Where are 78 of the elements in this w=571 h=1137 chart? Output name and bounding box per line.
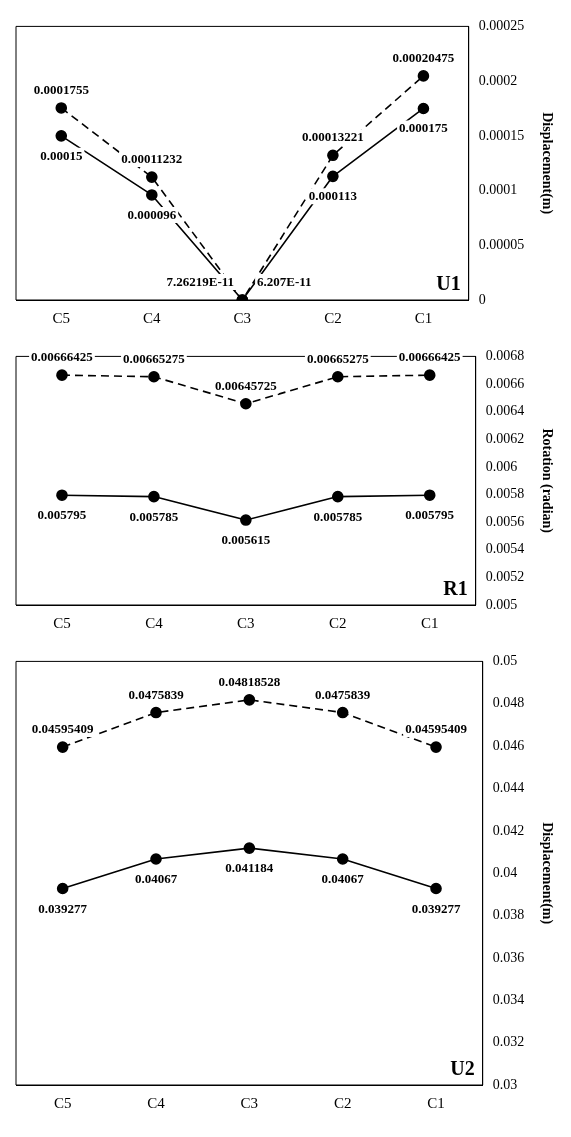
data-label: 0.005795 bbox=[405, 507, 455, 523]
data-label: 0.000175 bbox=[399, 120, 449, 136]
data-label: 0.00020475 bbox=[392, 49, 455, 65]
y-tick-label: 0.00025 bbox=[478, 18, 525, 34]
y-tick-label: 0.0001 bbox=[478, 182, 518, 198]
data-label: 0.005795 bbox=[37, 507, 87, 523]
data-label: 0.005785 bbox=[129, 508, 179, 524]
y-axis-title: Displacement(m) bbox=[538, 822, 555, 925]
data-label: 0.005785 bbox=[313, 508, 363, 524]
y-tick-label: 0.032 bbox=[492, 1034, 525, 1050]
x-tick-label: C3 bbox=[233, 309, 252, 326]
y-tick-label: 0.0056 bbox=[485, 513, 525, 529]
y-tick-label: 0.0062 bbox=[485, 430, 525, 446]
data-label: 0.00011232 bbox=[121, 151, 183, 167]
y-tick-label: 0.0052 bbox=[485, 569, 525, 585]
y-tick-label: 0.0054 bbox=[485, 541, 525, 557]
data-label: 0.00665275 bbox=[306, 350, 370, 366]
data-label: 0.000113 bbox=[308, 188, 358, 204]
y-tick-label: 0.05 bbox=[492, 653, 518, 669]
x-tick-label: C1 bbox=[420, 614, 439, 631]
data-label: 0.005615 bbox=[221, 532, 271, 548]
data-label: 0.00015 bbox=[40, 147, 83, 163]
data-label: 0.00666425 bbox=[398, 349, 462, 365]
text: U1 bbox=[436, 272, 461, 294]
data-label: 0.00666425 bbox=[31, 349, 94, 365]
data-label: 0.039277 bbox=[38, 900, 88, 916]
y-tick-label: 0.036 bbox=[492, 949, 525, 965]
data-label: 0.039277 bbox=[411, 900, 461, 916]
y-tick-label: 0.048 bbox=[492, 695, 525, 711]
data-label: 7.26219E-11 bbox=[166, 274, 235, 289]
data-label: 0.04067 bbox=[134, 871, 178, 887]
data-label: 0.04067 bbox=[321, 871, 365, 887]
x-tick-label: C3 bbox=[240, 1094, 259, 1111]
x-tick-label: C3 bbox=[237, 614, 255, 631]
data-label: 0.04595409 bbox=[405, 721, 468, 737]
data-label: 0.00645725 bbox=[214, 377, 278, 393]
y-tick-label: 0.042 bbox=[492, 822, 525, 838]
text: U2 bbox=[450, 1057, 475, 1079]
data-label: 0.00013221 bbox=[302, 129, 364, 145]
x-tick-label: C1 bbox=[427, 1094, 445, 1111]
y-tick-label: 0.038 bbox=[492, 907, 525, 923]
y-tick-label: 0.046 bbox=[492, 737, 525, 753]
y-axis-title: Displacement(m) bbox=[538, 112, 555, 215]
y-axis-title: Rotation (radian) bbox=[538, 428, 555, 534]
y-tick-label: 0.03 bbox=[492, 1076, 518, 1092]
x-tick-label: C2 bbox=[333, 1094, 352, 1111]
x-tick-label: C5 bbox=[53, 614, 71, 631]
y-tick-label: 0.0064 bbox=[485, 403, 525, 419]
data-label: 0.0001755 bbox=[33, 81, 90, 97]
data-label: 0.04818528 bbox=[218, 673, 281, 689]
x-tick-label: C4 bbox=[147, 1094, 166, 1111]
y-tick-label: 0.04 bbox=[492, 864, 518, 880]
data-label: 0.000096 bbox=[127, 206, 177, 222]
y-tick-label: 0.00015 bbox=[478, 127, 525, 143]
x-tick-label: C2 bbox=[324, 309, 342, 326]
x-tick-label: C5 bbox=[53, 1094, 72, 1111]
x-tick-label: C4 bbox=[145, 614, 164, 631]
y-tick-label: 0.034 bbox=[492, 991, 525, 1007]
x-tick-label: C2 bbox=[329, 614, 347, 631]
data-label: 0.041184 bbox=[225, 860, 274, 876]
text: R1 bbox=[443, 577, 468, 599]
y-tick-label: 0.00005 bbox=[478, 236, 525, 252]
y-tick-label: 0.005 bbox=[485, 596, 518, 612]
data-label: 0.00665275 bbox=[123, 350, 186, 366]
data-label: 6.207E-11 bbox=[257, 274, 312, 289]
y-tick-label: 0.006 bbox=[485, 458, 518, 474]
y-tick-label: 0.0002 bbox=[478, 72, 518, 88]
y-tick-label: 0.044 bbox=[492, 780, 525, 796]
y-tick-label: 0.0058 bbox=[485, 486, 525, 502]
y-tick-label: 0.0068 bbox=[485, 348, 525, 364]
data-label: 0.0475839 bbox=[315, 686, 371, 702]
x-tick-label: C5 bbox=[52, 309, 71, 326]
y-tick-label: 0.0066 bbox=[485, 375, 525, 391]
data-label: 0.0475839 bbox=[128, 686, 185, 702]
x-tick-label: C4 bbox=[143, 309, 162, 326]
y-tick-label: 0 bbox=[478, 291, 486, 307]
x-tick-label: C1 bbox=[414, 309, 433, 326]
data-label: 0.04595409 bbox=[31, 721, 95, 737]
